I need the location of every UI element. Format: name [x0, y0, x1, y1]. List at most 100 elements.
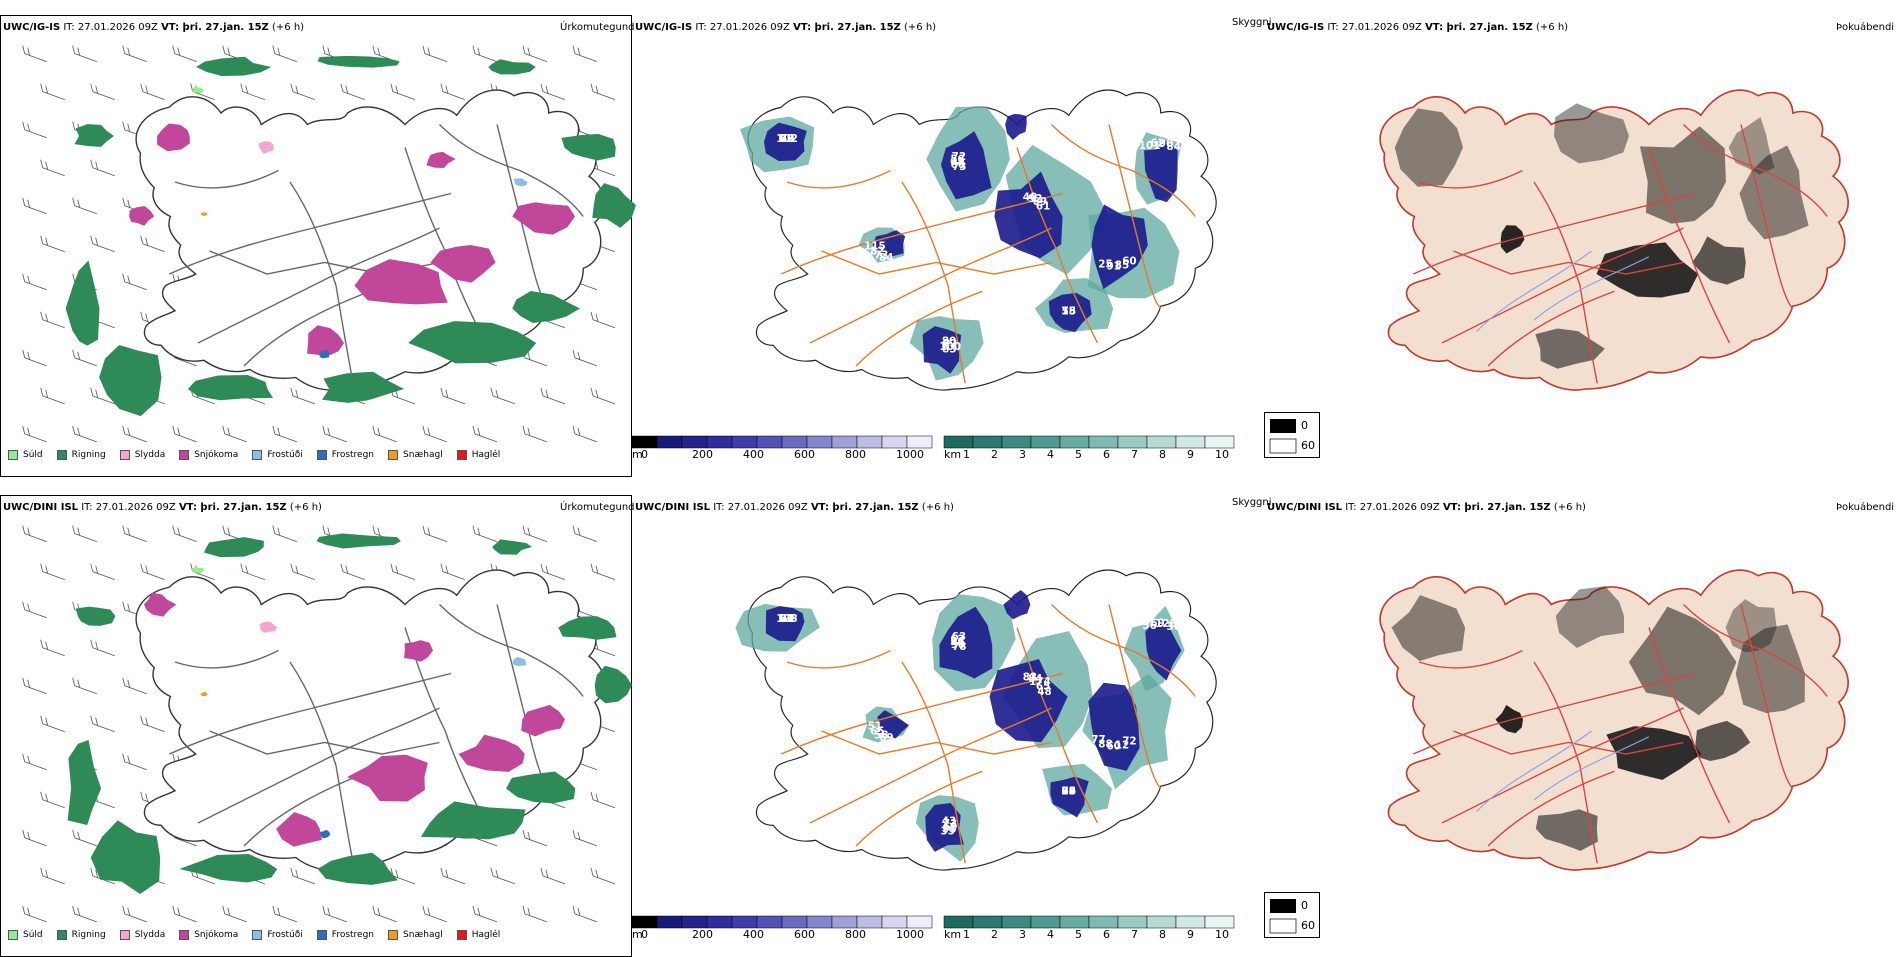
fog-indicator-map: [1379, 569, 1849, 871]
ceiling-value-label: 174: [1029, 676, 1051, 688]
precip-legend-item-4: Frostúði: [252, 450, 303, 460]
ceiling-value-label: 72: [952, 151, 966, 163]
precip-legend-item-5: Frostregn: [316, 450, 375, 460]
ceiling-value-label: 66: [951, 159, 965, 171]
ceiling-value-label: 91: [1106, 260, 1120, 272]
legend-swatch: [252, 930, 263, 940]
panel-type-0-0: Úrkomutegund: [560, 22, 635, 33]
issue-time: IT: 27.01.2026 09Z: [1345, 502, 1440, 513]
visibility-colorbar: [943, 915, 1235, 929]
fog-legend-min: 0: [1301, 419, 1308, 432]
legend-swatch: [179, 450, 190, 460]
precip-legend-0: Súld Rigning Slydda Snjókoma Frostúði Frostre…: [8, 450, 514, 460]
precip-legend-item-6: Snæhagl: [388, 930, 443, 940]
lead-time: (+6 h): [1553, 502, 1586, 513]
ceiling-value-label: 83: [942, 343, 956, 355]
ceiling-unit: m: [632, 448, 643, 461]
lead-time: (+6 h): [272, 22, 305, 33]
ceiling-value-label: 56: [1142, 620, 1156, 632]
panel-title-1-1: UWC/DINI ISL IT: 27.01.2026 09Z VT: þri.…: [635, 502, 954, 513]
visibility-tick-5: 6: [1103, 928, 1110, 941]
ceiling-tick-0: 0: [641, 928, 648, 941]
visibility-tick-9: 10: [1215, 928, 1229, 941]
ceiling-tick-2: 400: [743, 448, 764, 461]
ceiling-value-label: 60: [1106, 740, 1120, 752]
legend-label: Snæhagl: [403, 450, 443, 460]
ceiling-tick-0: 0: [641, 448, 648, 461]
ceiling-value-label: 82: [870, 245, 884, 257]
ceiling-value-label: 75: [1062, 305, 1076, 317]
fog-indicator-map: [1379, 89, 1849, 391]
ceiling-value-label: 77: [780, 613, 794, 625]
ceiling-visibility-map: 6273406055808410160669285758273621026569…: [740, 89, 1217, 391]
visibility-tick-6: 7: [1131, 448, 1138, 461]
valid-time: VT: þri. 27.jan. 15Z: [1425, 22, 1533, 33]
ceiling-value-label: 62: [1150, 138, 1164, 150]
precip-legend-item-2: Slydda: [119, 450, 166, 460]
legend-swatch: [56, 450, 67, 460]
legend-label: Slydda: [134, 450, 166, 460]
ceiling-value-label: 91: [780, 613, 794, 625]
ceiling-value-label: 40: [1023, 191, 1037, 203]
precip-frame-0: [0, 15, 632, 477]
ceiling-value-label: 90: [951, 639, 965, 651]
ceiling-value-label: 73: [943, 818, 957, 830]
legend-swatch: [8, 930, 18, 940]
ceiling-value-label: 73: [780, 133, 794, 145]
fog-legend-swatches: [1269, 899, 1297, 934]
legend-swatch: [56, 930, 67, 940]
visibility-tick-8: 9: [1187, 928, 1194, 941]
ceiling-value-label: 61: [1036, 201, 1050, 213]
issue-time: IT: 27.01.2026 09Z: [1327, 22, 1422, 33]
precip-legend-item-7: Haglél: [456, 930, 500, 940]
ceiling-value-label: 62: [780, 133, 794, 145]
ceiling-value-label: 72: [1122, 735, 1136, 747]
visibility-tick-8: 9: [1187, 448, 1194, 461]
legend-label: Súld: [23, 450, 43, 460]
panel-title-0-1: UWC/IG-IS IT: 27.01.2026 09Z VT: þri. 27…: [635, 22, 936, 33]
ceiling-value-label: 84: [1028, 673, 1042, 685]
legend-swatch: [456, 930, 467, 940]
lead-time: (+6 h): [921, 502, 954, 513]
ceiling-value-label: 73: [780, 613, 794, 625]
ceiling-value-label: 35: [940, 826, 954, 838]
panel-type-1-1: Skyggni: [1232, 497, 1272, 508]
valid-time: VT: þri. 27.jan. 15Z: [161, 22, 269, 33]
ceiling-value-label: 101: [1139, 140, 1161, 152]
model-name: UWC/IG-IS: [635, 22, 693, 33]
legend-label: Rigning: [71, 450, 106, 460]
panel-type-0-2: Þokuábendi: [1836, 22, 1895, 33]
valid-time: VT: þri. 27.jan. 15Z: [793, 22, 901, 33]
panel-type-0-1: Skyggni: [1232, 17, 1272, 28]
lead-time: (+6 h): [289, 502, 322, 513]
ceiling-value-label: 28: [780, 133, 794, 145]
legend-swatch: [388, 450, 399, 460]
ceiling-value-label: 78: [952, 641, 966, 653]
legend-swatch: [316, 930, 327, 940]
legend-label: Frostregn: [331, 450, 375, 460]
model-name: UWC/IG-IS: [1267, 22, 1325, 33]
ceiling-value-label: 69: [1033, 196, 1047, 208]
lead-time: (+6 h): [1536, 22, 1569, 33]
ceiling-value-label: 48: [1037, 686, 1051, 698]
fog-legend-max: 60: [1301, 439, 1315, 452]
panel-type-1-2: Þokuábendi: [1836, 502, 1895, 513]
precip-legend-item-7: Haglél: [456, 450, 500, 460]
visibility-unit: km: [944, 448, 962, 461]
ceiling-value-label: 51: [868, 720, 882, 732]
ceiling-visibility-map: 7378837229436956779084126373586991561746…: [735, 569, 1217, 871]
lead-time: (+6 h): [904, 22, 937, 33]
visibility-tick-4: 5: [1075, 928, 1082, 941]
visibility-colorbar: [943, 435, 1235, 449]
legend-swatch: [252, 450, 263, 460]
ceiling-value-label: 82: [943, 338, 957, 350]
ceiling-value-label: 80: [942, 335, 956, 347]
visibility-tick-5: 6: [1103, 448, 1110, 461]
ceiling-value-label: 74: [1062, 785, 1076, 797]
legend-swatch: [179, 930, 190, 940]
visibility-tick-2: 3: [1019, 928, 1026, 941]
ceiling-colorbar: [631, 915, 933, 929]
ceiling-value-label: 84: [879, 252, 893, 264]
ceiling-value-label: 36: [1167, 621, 1181, 633]
ceiling-value-label: 58: [874, 729, 888, 741]
